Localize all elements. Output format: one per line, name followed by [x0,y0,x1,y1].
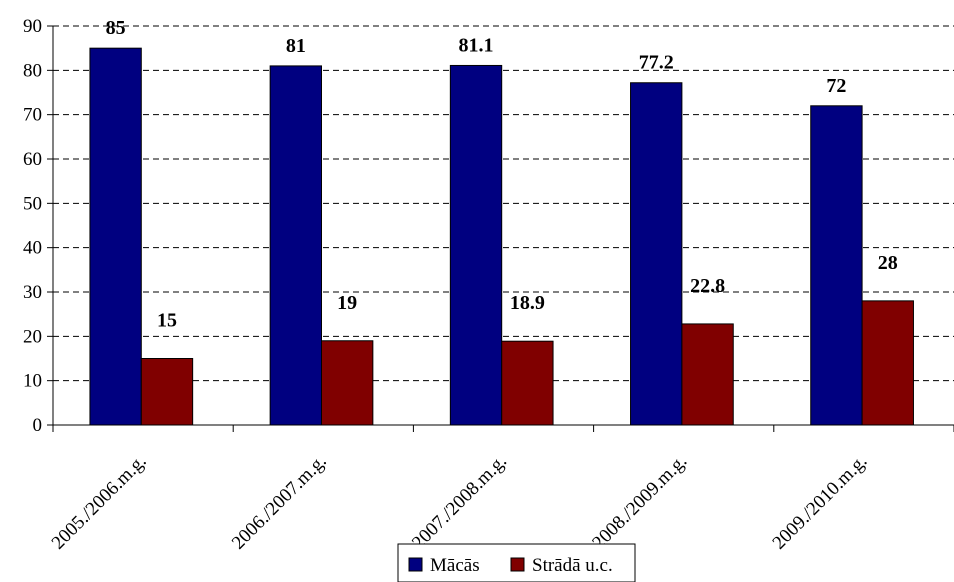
y-tick-label: 40 [23,238,42,259]
bar-macas [269,65,322,426]
bar-strada [320,340,374,426]
data-label: 81 [286,35,306,57]
legend-swatch-macas [408,557,423,572]
bar-macas [810,105,863,426]
legend: Mācās Strādā u.c. [397,543,636,582]
data-label: 22.8 [690,275,725,297]
bars [89,47,914,426]
data-label: 72 [826,75,846,97]
y-tick-label: 50 [23,193,42,214]
bar-macas [630,82,683,426]
bar-macas [449,64,503,426]
data-label: 85 [106,17,126,39]
y-tick-label: 70 [23,105,42,126]
y-tick-label: 80 [23,60,42,81]
data-label: 15 [157,310,177,332]
legend-label-strada: Strādā u.c. [532,555,613,576]
data-label: 19 [337,292,357,314]
y-tick-label: 60 [23,149,42,170]
bar-strada [861,300,914,426]
y-tick-label: 10 [23,371,42,392]
data-label: 28 [878,252,898,274]
data-label: 18.9 [510,292,545,314]
data-label: 81.1 [459,34,494,56]
legend-swatch-strada [510,557,525,572]
bar-strada [501,340,554,426]
y-tick-label: 0 [33,415,43,436]
x-tick-label: 2009./2010.m.g. [769,451,872,554]
x-tick-label: 2008./2009.m.g. [588,451,691,554]
x-tick-label: 2005./2006.m.g. [48,451,151,554]
x-tick-label: 2007./2008.m.g. [408,451,511,554]
bar-strada [140,358,194,426]
bar-strada [681,323,734,426]
y-tick-label: 90 [23,16,42,37]
legend-label-macas: Mācās [430,555,480,576]
y-tick-label: 30 [23,282,42,303]
data-label: 77.2 [639,52,674,74]
y-tick-label: 20 [23,326,42,347]
bar-macas [89,47,142,426]
x-tick-label: 2006./2007.m.g. [228,451,331,554]
gridlines [53,25,954,382]
data-labels: 85 81 81.1 77.2 72 15 19 18.9 22.8 28 [106,17,898,331]
